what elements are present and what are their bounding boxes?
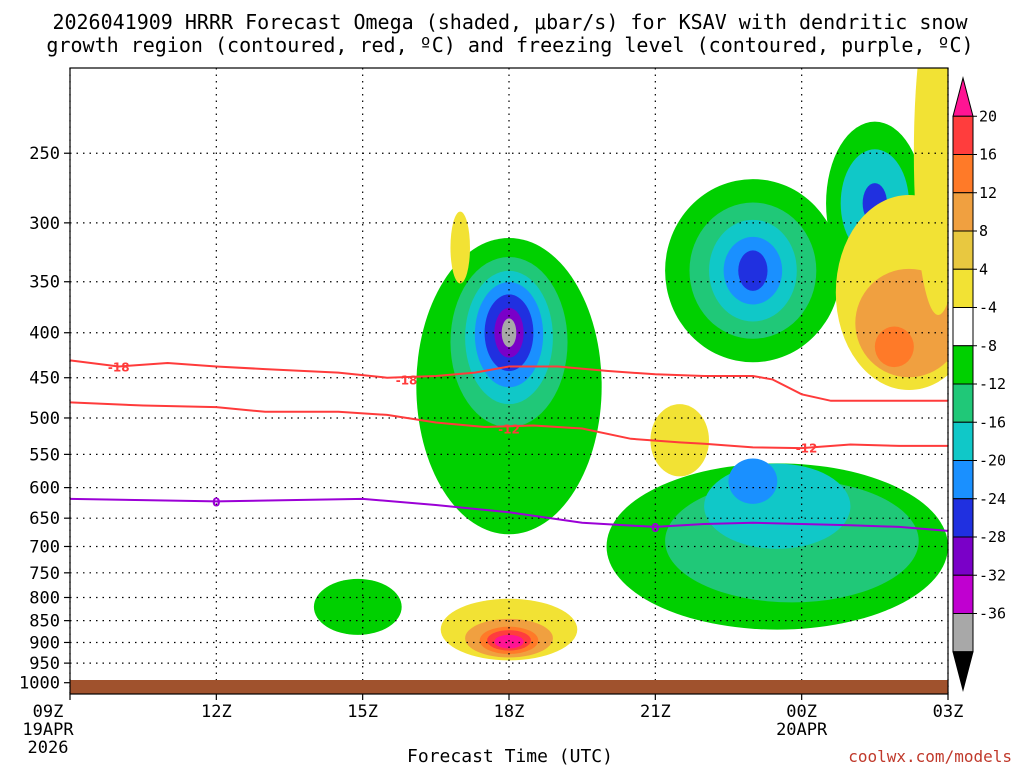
colorbar-label: -16 <box>979 413 1006 431</box>
colorbar-segment <box>952 460 974 500</box>
colorbar-segment <box>952 76 974 117</box>
y-tick-label: 350 <box>29 273 60 293</box>
colorbar-label: -12 <box>979 375 1006 393</box>
colorbar-label: -8 <box>979 337 997 355</box>
y-tick-label: 300 <box>29 214 60 234</box>
colorbar-label: 12 <box>979 184 997 202</box>
y-tick-label: 600 <box>29 479 60 499</box>
isotherm-label-minus18: -18 <box>108 361 130 375</box>
x-axis-title: Forecast Time (UTC) <box>407 746 613 767</box>
omega-region-19 <box>313 578 402 635</box>
isotherm-label-minus12: -12 <box>796 441 818 455</box>
plot-area: -18 -18 -12 -12 0 0 <box>69 67 949 695</box>
colorbar-segment <box>952 383 974 423</box>
y-tick-label: 250 <box>29 144 60 164</box>
x-tick-label: 00Z <box>786 702 817 722</box>
x-tick-label: 18Z <box>494 702 525 722</box>
isotherm-label-freezing_level: 0 <box>212 495 220 509</box>
chart-title-line-2: growth region (contoured, red, ºC) and f… <box>46 33 973 57</box>
colorbar-segment <box>952 345 974 385</box>
colorbar-label: 20 <box>979 107 997 125</box>
y-tick-label: 850 <box>29 612 60 632</box>
isotherm-line-freezing_level <box>69 497 949 532</box>
credit-text: coolwx.com/models <box>848 747 1012 766</box>
y-tick-label: 400 <box>29 324 60 344</box>
y-tick-label: 800 <box>29 588 60 608</box>
y-tick-label: 1000 <box>19 674 60 694</box>
x-start-date-label: 19APR <box>22 720 74 740</box>
colorbar-segment <box>952 230 974 270</box>
colorbar-segment <box>952 268 974 308</box>
x-tick-label: 03Z <box>933 702 964 722</box>
omega-shading-layer <box>313 68 948 661</box>
chart-title-line-1: 2026041909 HRRR Forecast Omega (shaded, … <box>52 10 968 34</box>
omega-region-17 <box>704 463 851 549</box>
x-tick-label: 21Z <box>640 702 671 722</box>
colorbar-label: -20 <box>979 452 1006 470</box>
isotherm-line-minus12 <box>69 401 948 450</box>
y-tick-label: 650 <box>29 509 60 529</box>
colorbar: 20 16 12 8 4 -4 -8 -12 -16 -20 -24 -28 -32 -36 <box>952 76 1006 692</box>
y-tick-label: 500 <box>29 409 60 429</box>
colorbar-segment <box>952 115 974 155</box>
y-tick-label: 550 <box>29 445 60 465</box>
ground-surface <box>70 680 948 694</box>
omega-region-18 <box>728 458 778 504</box>
x-tick-label: 15Z <box>347 702 378 722</box>
y-tick-label: 750 <box>29 564 60 584</box>
x-tick-sublabel: 20APR <box>776 720 828 740</box>
y-tick-label: 700 <box>29 537 60 557</box>
colorbar-segment <box>952 154 974 194</box>
colorbar-segment <box>952 574 974 614</box>
y-axis: 2503003504004505005506006507007508008509… <box>19 144 70 694</box>
isotherm-label-minus12: -12 <box>498 423 520 437</box>
colorbar-segment <box>952 651 974 692</box>
isotherm-label-freezing_level: 0 <box>651 521 659 535</box>
colorbar-label: -36 <box>979 605 1006 623</box>
omega-region-28 <box>650 404 709 477</box>
colorbar-label: 4 <box>979 260 988 278</box>
isotherm-label-minus18: -18 <box>396 373 418 387</box>
omega-region-24 <box>494 634 524 649</box>
colorbar-segment <box>952 613 974 653</box>
colorbar-label: -24 <box>979 490 1006 508</box>
colorbar-segment <box>952 498 974 538</box>
x-start-year-label: 2026 <box>28 738 69 758</box>
colorbar-label: 16 <box>979 146 997 164</box>
isotherm-layer: -18 -18 -12 -12 0 0 <box>69 359 949 535</box>
omega-region-29 <box>450 211 470 284</box>
x-tick-label: 09Z <box>33 702 64 722</box>
colorbar-label: -4 <box>979 299 997 317</box>
omega-region-11 <box>738 250 768 291</box>
x-tick-label: 12Z <box>201 702 232 722</box>
omega-region-6 <box>501 318 517 348</box>
colorbar-label: -28 <box>979 528 1006 546</box>
colorbar-segment <box>952 192 974 232</box>
colorbar-segment <box>952 421 974 461</box>
y-tick-label: 950 <box>29 654 60 674</box>
colorbar-label: 8 <box>979 222 988 240</box>
colorbar-label: -32 <box>979 566 1006 584</box>
y-tick-label: 450 <box>29 369 60 389</box>
colorbar-segment <box>952 536 974 576</box>
y-tick-label: 900 <box>29 633 60 653</box>
isotherm-line-minus18 <box>69 359 948 402</box>
omega-region-27 <box>874 326 914 368</box>
colorbar-segment <box>952 307 974 347</box>
omega-region-30 <box>913 68 948 315</box>
